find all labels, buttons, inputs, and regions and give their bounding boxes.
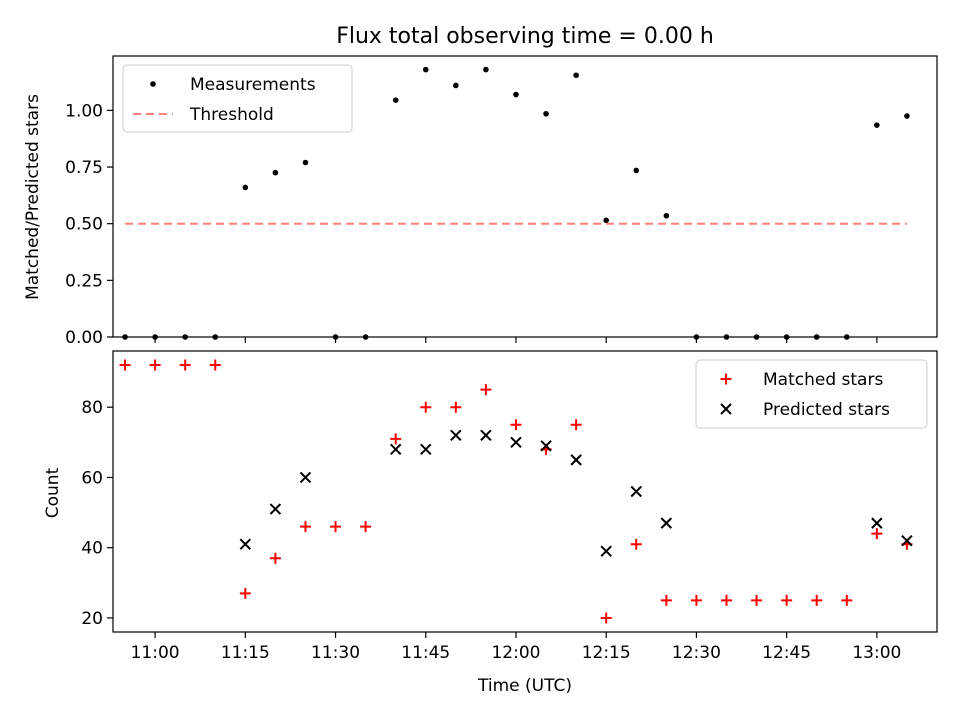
bottom-axes-frame [112,350,938,633]
top-y-axis-label: Matched/Predicted stars [23,94,43,300]
predicted-stars-point [570,454,582,466]
bottom-x-tick-label: 12:00 [491,643,540,663]
legend-label: Measurements [190,75,316,95]
predicted-stars-point [389,443,402,456]
predicted-stars-point [510,436,522,449]
bottom-x-axis-label: Time (UTC) [477,676,572,696]
measurements-point [663,212,670,219]
top-chart-title: Flux total observing time = 0.00 h [336,24,714,49]
legend-swatch [150,81,156,87]
top-y-tick-label: 1.00 [65,101,103,121]
top-y-tick-label: 0.00 [65,328,103,348]
predicted-stars-point [630,485,642,498]
bottom-y-tick-label: 80 [81,398,103,418]
predicted-stars-point [480,429,492,442]
matched-stars-point [360,521,372,533]
matched-stars-point [510,419,522,431]
bottom-x-tick-label: 12:45 [762,643,811,663]
matched-stars-point [239,587,251,599]
measurements-point [874,122,880,128]
measurements-point [573,72,579,79]
matched-stars-point [871,528,883,540]
measurements-point [453,82,459,89]
legend-label: Predicted stars [763,400,890,420]
matched-stars-point [751,594,763,606]
matched-stars-point [420,401,432,413]
measurements-point [272,169,279,176]
matched-stars-point [149,359,161,371]
matched-stars-point [450,401,462,413]
measurements-point [603,217,609,224]
measurements-point [543,110,549,117]
measurements-point [904,113,910,119]
measurements-point [302,159,309,166]
bottom-x-tick-label: 11:30 [311,643,360,663]
matched-stars-point [390,433,402,445]
matched-stars-point [630,538,642,550]
legend-swatch [720,373,732,385]
measurements-point [513,91,519,98]
predicted-stars-point [901,534,913,547]
bottom-x-tick-label: 12:15 [582,643,631,663]
measurements-point [483,66,489,73]
bottom-x-tick-label: 11:45 [401,643,450,663]
top-y-tick-label: 0.50 [65,215,103,235]
matched-stars-point [600,612,612,624]
predicted-stars-point [239,538,252,550]
matched-stars-point [269,552,281,564]
legend-label: Threshold [189,105,274,125]
predicted-stars-point [600,545,612,557]
predicted-stars-point [540,440,552,452]
matched-stars-point [299,521,311,533]
matched-stars-point [119,359,131,371]
bottom-x-tick-label: 11:00 [131,643,180,663]
predicted-stars-point [420,443,432,456]
top-y-tick-label: 0.75 [65,158,103,178]
bottom-y-tick-label: 20 [81,609,103,629]
legend-label: Matched stars [763,370,883,390]
bottom-x-tick-label: 13:00 [852,643,901,663]
matched-stars-point [209,359,221,371]
matched-stars-point [811,594,823,606]
top-legend: Measurements Threshold [122,64,353,133]
matched-stars-point [720,594,732,606]
matched-stars-point [330,521,342,533]
bottom-y-tick-label: 60 [81,468,103,488]
matched-stars-point [781,594,793,606]
predicted-stars-point [450,429,462,442]
measurements-point [392,97,399,103]
measurements-point [422,66,429,73]
matched-stars-point [660,594,672,606]
legend-swatch [720,403,732,415]
matched-stars-point [841,594,853,606]
matched-stars-point [480,384,492,396]
predicted-stars-point [871,517,883,529]
bottom-x-tick-label: 12:30 [672,643,721,663]
bottom-subplot: 20 40 60 80 11:00 11:15 11:30 11:45 12:00 12:15 12… [81,350,938,663]
bottom-legend: Matched stars Predicted stars [695,359,928,429]
bottom-y-tick-label: 40 [81,539,103,559]
top-y-tick-label: 0.25 [65,271,103,291]
top-subplot: 0.00 0.25 0.50 0.75 1.00 Measurements Threshol… [65,55,938,348]
matched-stars-point [690,594,702,606]
bottom-y-axis-label: Count [43,467,63,518]
matched-stars-point [179,359,191,371]
measurements-point [242,184,249,191]
top-axes-frame [112,55,938,338]
bottom-x-tick-label: 11:15 [221,643,270,663]
matched-stars-point [570,419,582,431]
predicted-stars-point [269,503,282,515]
measurements-point [633,167,640,174]
predicted-stars-point [299,471,312,484]
predicted-stars-point [660,517,673,529]
